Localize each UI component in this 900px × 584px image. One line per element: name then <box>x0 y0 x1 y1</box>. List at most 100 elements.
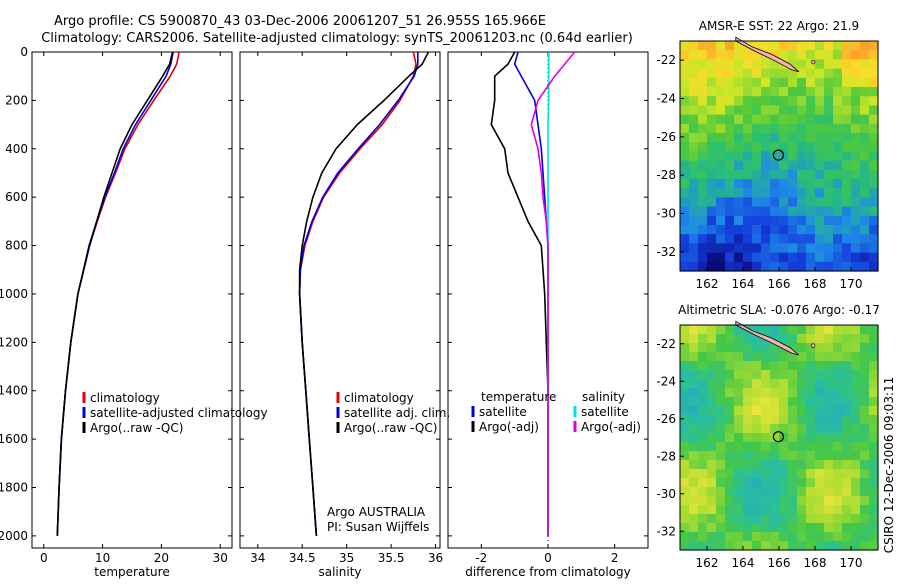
map-cell <box>779 334 789 344</box>
map-cell <box>869 206 879 217</box>
map-cell <box>815 424 825 434</box>
map-cell <box>689 496 699 506</box>
map-cell <box>734 541 744 551</box>
map-cell <box>734 505 744 515</box>
temperature-ytick-label: 1200 <box>0 335 28 349</box>
map-cell <box>842 514 852 524</box>
map-cell <box>761 160 771 171</box>
map-cell <box>788 334 798 344</box>
map-cell <box>824 77 834 88</box>
map-cell <box>833 496 843 506</box>
map-cell <box>842 68 852 79</box>
map-cell <box>734 442 744 452</box>
map-cell <box>851 206 861 217</box>
map-cell <box>806 96 816 106</box>
map-cell <box>761 188 771 198</box>
map-cell <box>851 541 861 551</box>
figure-title-line2: Climatology: CARS2006. Satellite-adjuste… <box>41 31 633 46</box>
map-cell <box>698 478 708 488</box>
map-cell <box>797 41 807 51</box>
map-cell <box>689 424 699 434</box>
map-cell <box>797 541 807 551</box>
map-cell <box>824 532 834 542</box>
map-cell <box>869 123 879 134</box>
map-cell <box>734 59 744 70</box>
map-cell <box>743 406 753 416</box>
map-cell <box>842 123 852 134</box>
map-cell <box>770 114 780 125</box>
map-cell <box>779 96 789 106</box>
map-cell <box>806 523 816 533</box>
map-cell <box>851 424 861 434</box>
map-cell <box>806 114 816 125</box>
map-cell <box>734 379 744 389</box>
map-cell <box>770 424 780 434</box>
map-cell <box>860 87 870 97</box>
map-cell <box>707 397 717 407</box>
map-cell <box>734 96 744 106</box>
map-cell <box>806 41 816 51</box>
map-cell <box>788 188 798 198</box>
map-cell <box>842 59 852 70</box>
map-cell <box>788 41 798 51</box>
map-cell <box>833 215 843 226</box>
map-cell <box>869 197 879 208</box>
map-cell <box>851 252 861 263</box>
map-cell <box>743 142 753 152</box>
map-cell <box>815 68 825 79</box>
map-cell <box>779 252 789 263</box>
map-cell <box>869 460 879 470</box>
map-cell <box>851 379 861 389</box>
map-cell <box>869 415 879 425</box>
map-cell <box>842 415 852 425</box>
map-cell <box>743 243 753 254</box>
map-cell <box>815 179 825 189</box>
salinity-xlabel: salinity <box>318 565 361 579</box>
map-cell <box>833 451 843 461</box>
map-cell <box>860 59 870 70</box>
map-cell <box>833 68 843 79</box>
map-cell <box>806 532 816 542</box>
map-cell <box>806 325 816 335</box>
map-cell <box>770 334 780 344</box>
map-cell <box>698 105 708 116</box>
map-cell <box>851 415 861 425</box>
map-cell <box>689 523 699 533</box>
map-cell <box>680 151 690 162</box>
map-cell <box>833 487 843 497</box>
map-cell <box>860 215 870 226</box>
map-cell <box>869 496 879 506</box>
map-cell <box>725 397 735 407</box>
map-cell <box>851 478 861 488</box>
map-cell <box>752 96 762 106</box>
map-cell <box>815 532 825 542</box>
map-cell <box>752 87 762 97</box>
map-cell <box>752 451 762 461</box>
map-cell <box>815 142 825 152</box>
map-cell <box>752 50 762 60</box>
map-cell <box>725 215 735 226</box>
temperature-ytick-label: 600 <box>5 190 28 204</box>
map-cell <box>734 160 744 171</box>
map-cell <box>761 133 771 143</box>
map-cell <box>707 442 717 452</box>
map-cell <box>788 532 798 542</box>
map-cell <box>824 406 834 416</box>
map-cell <box>806 433 816 443</box>
map-cell <box>761 87 771 97</box>
map-cell <box>851 123 861 134</box>
map-cell <box>833 541 843 551</box>
map-cell <box>869 243 879 254</box>
temperature-xtick-label: 10 <box>95 551 110 565</box>
map-cell <box>770 105 780 116</box>
sla_map-xtick-label: 168 <box>804 556 827 570</box>
map-cell <box>689 59 699 70</box>
map-cell <box>743 442 753 452</box>
map-cell <box>833 415 843 425</box>
map-cell <box>788 406 798 416</box>
map-cell <box>869 388 879 398</box>
map-cell <box>860 352 870 362</box>
map-cell <box>770 343 780 353</box>
map-cell <box>707 460 717 470</box>
map-cell <box>806 442 816 452</box>
